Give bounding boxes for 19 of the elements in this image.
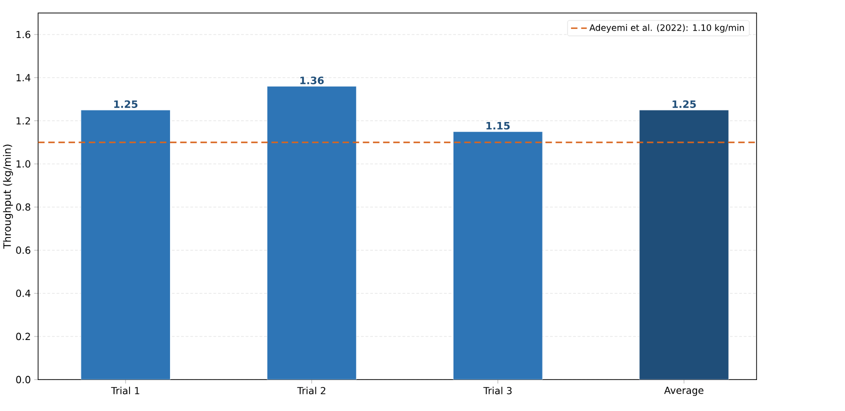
y-tick-label: 1.4: [16, 74, 30, 82]
data-label: 1.15: [486, 122, 510, 130]
x-tick-label: Trial 2: [297, 386, 326, 394]
y-tick-label: 1.2: [16, 117, 30, 124]
y-tick-label: 0.0: [16, 376, 30, 384]
y-tick-label: 1.0: [16, 160, 30, 168]
x-tick-label: Trial 3: [483, 386, 512, 394]
y-tick-label: 0.2: [16, 332, 30, 340]
legend-label: Adeyemi et al. (2022): 1.10 kg/min: [589, 24, 744, 33]
y-axis-title: Throughput (kg/min): [3, 144, 13, 249]
data-label: 1.36: [300, 76, 324, 84]
x-tick-label: Trial 1: [111, 386, 140, 394]
y-tick-label: 0.6: [16, 246, 30, 254]
y-tick-label: 0.4: [16, 290, 30, 297]
data-label: 1.25: [672, 100, 696, 108]
x-tick-label: Average: [664, 386, 704, 396]
y-tick-label: 1.6: [16, 30, 30, 38]
data-label: 1.25: [114, 100, 138, 108]
y-tick-label: 0.8: [16, 203, 30, 211]
